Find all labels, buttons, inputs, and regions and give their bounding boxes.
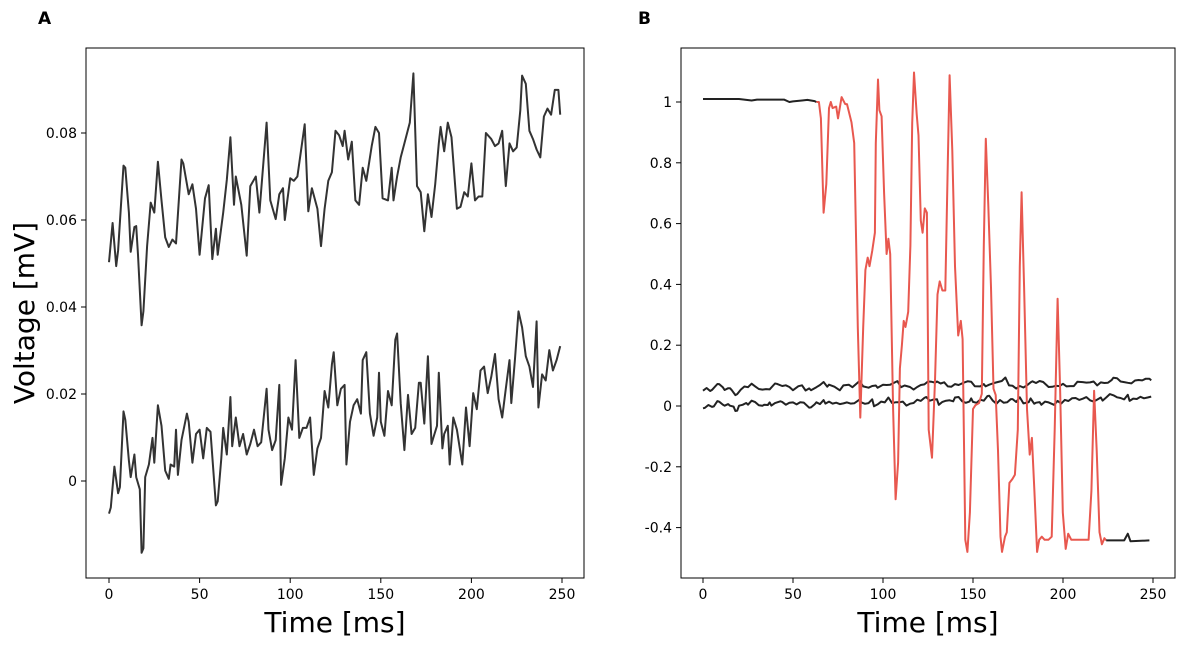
x-tick-label: 0	[105, 587, 114, 603]
x-tick-label: 150	[367, 587, 394, 603]
upper-trace-line	[108, 72, 562, 327]
y-tick-label: 0.06	[46, 213, 77, 229]
panel-a-axes-frame	[85, 47, 585, 579]
y-tick-label: 0.08	[46, 126, 77, 142]
y-tick-label: 0	[663, 399, 672, 415]
panel-b-label: B	[638, 9, 651, 29]
y-tick-label: -0.4	[645, 521, 672, 537]
panel-b-x-axis-label: Time [ms]	[856, 606, 998, 639]
x-tick-label: 250	[1140, 587, 1167, 603]
panel-a-y-axis-label: Voltage [mV]	[8, 222, 41, 404]
panel-a: A 0 50 100 150 200 250 0 0.02 0.04 0.06 0.08 Time…	[8, 9, 585, 639]
y-tick-label: 0.6	[650, 217, 672, 233]
x-tick-label: 50	[191, 587, 209, 603]
panel-a-x-axis-label: Time [ms]	[263, 606, 405, 639]
panel-a-y-ticks: 0 0.02 0.04 0.06 0.08	[46, 126, 86, 490]
x-tick-label: 50	[784, 587, 802, 603]
y-tick-label: 0.04	[46, 300, 77, 316]
panel-a-lines	[108, 72, 562, 554]
panel-b-lines	[702, 71, 1152, 553]
red-spiking-trace	[816, 71, 1107, 553]
y-tick-label: 0.02	[46, 387, 77, 403]
upper-baseline-trace	[702, 376, 1152, 397]
x-tick-label: 0	[699, 587, 708, 603]
panel-b: B 0 50 100 150 200 250 -0.4 -0.2 0 0.2 0.4 0.6 0.8 1…	[638, 9, 1176, 639]
panel-b-x-ticks: 0 50 100 150 200 250	[699, 578, 1167, 603]
black-segment-trace	[1106, 532, 1150, 543]
x-tick-label: 200	[458, 587, 485, 603]
x-tick-label: 100	[870, 587, 897, 603]
panel-b-y-ticks: -0.4 -0.2 0 0.2 0.4 0.6 0.8 1	[645, 95, 681, 537]
black-segment-trace	[703, 98, 817, 103]
y-tick-label: 0.2	[650, 338, 672, 354]
y-tick-label: 0	[68, 474, 77, 490]
x-tick-label: 100	[277, 587, 304, 603]
y-tick-label: 1	[663, 95, 672, 111]
x-tick-label: 150	[960, 587, 987, 603]
y-tick-label: 0.8	[650, 156, 672, 172]
x-tick-label: 200	[1050, 587, 1077, 603]
panel-b-axes-frame	[680, 47, 1176, 579]
lower-trace-line	[108, 310, 562, 554]
x-tick-label: 250	[549, 587, 576, 603]
panel-a-x-ticks: 0 50 100 150 200 250	[105, 578, 576, 603]
y-tick-label: 0.4	[650, 277, 672, 293]
panel-a-label: A	[38, 9, 52, 29]
y-tick-label: -0.2	[645, 460, 672, 476]
lower-baseline-trace	[702, 393, 1152, 412]
